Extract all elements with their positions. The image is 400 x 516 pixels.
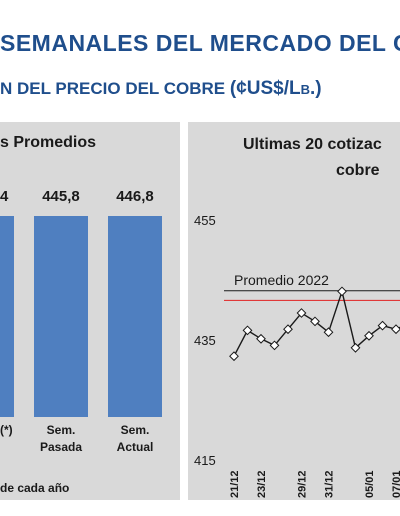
bar-category-label: (*) [0,423,13,437]
report-subtitle: N DEL PRECIO DEL COBRE (¢US$/Lb.) [0,78,400,100]
x-tick-label: 21/12 [229,470,241,498]
bar-value-label: 4 [0,188,9,205]
data-point [323,327,334,338]
quotes-chart-title-line2: cobre [336,162,380,179]
bar-value-label: 446,8 [116,188,154,205]
data-point [310,316,320,327]
x-tick-label: 05/01 [364,470,376,498]
data-point [283,324,293,335]
x-tick-label: 31/12 [324,470,336,498]
x-tick-label: 29/12 [297,470,309,498]
subtitle-unit: (¢US$/Lb.) [229,78,322,99]
reference-line-label: Promedio 2022 [234,272,329,288]
bar-value-label: 445,8 [42,188,80,205]
bar-category-label: Sem. Pasada [39,423,83,454]
bar-last-week [34,216,88,417]
bar-category-label: Sem. Actual [116,423,154,454]
y-tick-label: 415 [194,453,216,468]
x-tick-label: 07/01 [391,470,400,498]
y-tick-label: 435 [194,333,216,348]
data-point [364,330,374,341]
quotes-chart-panel: Ultimas 20 cotizac cobre 455 435 415 Promed… [188,122,400,500]
quotes-line-chart: 455 435 415 Promedio 2022 21/12 23/12 29/12 31/… [194,213,400,498]
data-point [256,333,266,344]
data-point [350,342,361,353]
data-point [296,308,307,318]
data-point [242,325,253,336]
data-point [337,286,347,297]
chart-footnote: de cada año [0,481,70,495]
bar-current-week [108,216,162,417]
data-point [391,324,400,335]
data-point [229,351,239,362]
averages-chart-panel: s Promedios 4 445,8 446,8 (*) Sem. Pasad… [0,122,180,500]
averages-chart-title: s Promedios [0,134,97,151]
x-tick-label: 23/12 [256,470,268,498]
y-tick-label: 455 [194,213,216,228]
subtitle-text: N DEL PRECIO DEL COBRE [0,79,226,98]
report-title: SEMANALES DEL MERCADO DEL C [0,30,400,56]
quotes-chart-title-line1: Ultimas 20 cotizac [243,136,382,153]
data-point [377,320,388,331]
bar-previous-year [0,216,14,417]
data-point [269,340,280,351]
